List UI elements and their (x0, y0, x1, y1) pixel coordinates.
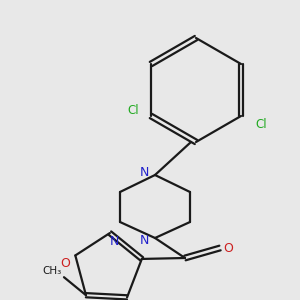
Text: Cl: Cl (127, 104, 139, 118)
Text: N: N (140, 235, 149, 248)
Text: CH₃: CH₃ (42, 266, 62, 276)
Text: N: N (140, 166, 149, 178)
Text: O: O (223, 242, 233, 254)
Text: O: O (60, 257, 70, 270)
Text: N: N (110, 235, 119, 248)
Text: Cl: Cl (255, 118, 267, 130)
